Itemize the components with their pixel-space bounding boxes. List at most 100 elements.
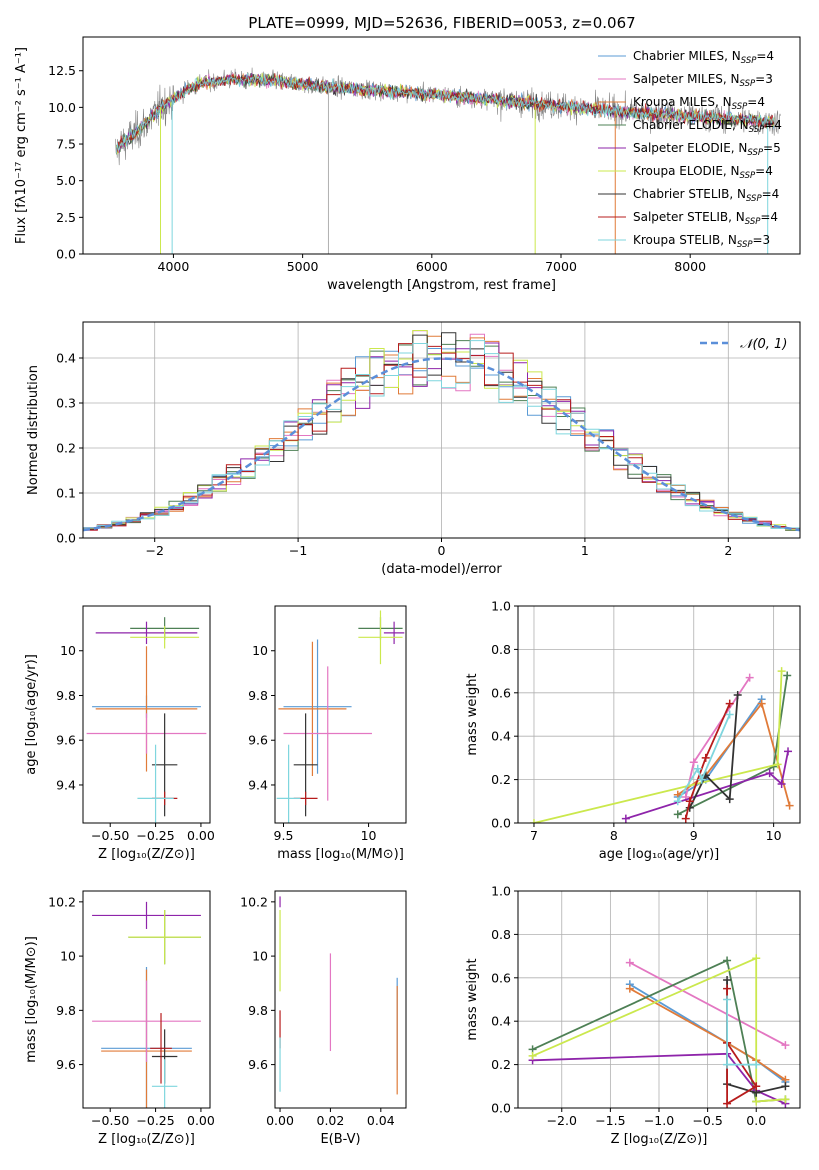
- x-tick-label: 7000: [545, 259, 577, 274]
- x-tick-label: −0.5: [692, 1113, 722, 1128]
- weight-marker: [625, 958, 634, 967]
- weight-series: [528, 954, 790, 1108]
- errorbar-set: [92, 901, 201, 1108]
- weight-marker: [781, 1041, 790, 1050]
- legend-count: =4: [756, 49, 774, 63]
- weight-marker: [777, 667, 786, 676]
- x-tick-label: 7: [530, 828, 538, 843]
- weight-line: [625, 751, 789, 820]
- legend-text: Kroupa ELODIE, N: [633, 164, 740, 178]
- y-tick-label: 0.2: [491, 772, 511, 787]
- axes-mass-vs-EBV: 0.00 0.02 0.04 9.6 9.8 10 10.2 E(B-V): [240, 894, 395, 1147]
- y-tick-label: 0.6: [491, 970, 511, 985]
- weight-marker: [673, 797, 682, 806]
- errorbar-set: [279, 896, 398, 1095]
- gaussian-legend-label: 𝒩(0, 1): [740, 337, 787, 352]
- y-tick-label: 10: [60, 643, 76, 658]
- weight-marker: [528, 1051, 537, 1060]
- legend-subscript: SSP: [746, 194, 762, 204]
- weight-marker: [673, 810, 682, 819]
- y-tick-label: 0.8: [491, 927, 511, 942]
- weight-marker: [757, 699, 766, 708]
- weight-marker: [752, 1097, 761, 1106]
- legend-count: =3: [753, 233, 771, 247]
- x-tick-label: −1.0: [644, 1113, 674, 1128]
- gaussian-curve: [83, 357, 800, 532]
- y-tick-label: 0.2: [491, 1057, 511, 1072]
- y-tick-label: 7.5: [56, 137, 76, 152]
- legend-count: =4: [764, 118, 782, 132]
- axes-frame: [82, 890, 211, 1109]
- x-tick-label: −0.50: [91, 1113, 129, 1128]
- y-tick-label: 9.4: [248, 777, 268, 792]
- legend-subscript: SSP: [749, 125, 765, 135]
- y-tick-label: 12.5: [48, 63, 76, 78]
- weight-marker: [733, 690, 742, 699]
- axes-mass-vs-Z: −0.50 −0.25 0.00 9.6 9.8 10 10.2 Z [log₁₀(Z/Z⊙)…: [24, 894, 215, 1147]
- x-tick-label: 9: [690, 828, 698, 843]
- y-tick-label: 10.2: [48, 894, 76, 909]
- weight-series: [529, 667, 794, 823]
- axes-frame: [517, 890, 801, 1109]
- weight-marker: [693, 764, 702, 773]
- x-tick-label: 8: [610, 828, 618, 843]
- x-axis-label: Z [log₁₀(Z/Z⊙)]: [98, 847, 195, 862]
- weight-marker: [685, 797, 694, 806]
- weight-marker: [689, 758, 698, 767]
- y-tick-label: 9.6: [248, 733, 268, 748]
- weight-marker: [752, 1082, 761, 1091]
- axes-mass-weight-vs-Z: −2.0 −1.5 −1.0 −0.5 0.0 0.0 0.2 0.4 0.6 0.8 1.0 Z […: [465, 884, 800, 1147]
- weight-line: [629, 987, 786, 1081]
- legend-subscript: SSP: [740, 79, 756, 89]
- legend-entry: Salpeter STELIB, NSSP=4: [633, 210, 778, 227]
- weight-marker: [723, 1099, 732, 1108]
- x-tick-label: 4000: [158, 259, 190, 274]
- y-tick-label: 0.4: [491, 1014, 511, 1029]
- legend-text: Salpeter MILES, N: [633, 72, 740, 86]
- weight-marker: [784, 747, 793, 756]
- x-tick-label: 9.5: [274, 828, 294, 843]
- weight-line: [677, 714, 731, 802]
- legend-subscript: SSP: [737, 240, 753, 250]
- legend-entry: Chabrier ELODIE, NSSP=4: [633, 118, 782, 135]
- x-tick-label: −1.5: [595, 1113, 625, 1128]
- y-tick-label: 0.2: [56, 441, 76, 456]
- axes-frame: [82, 321, 801, 539]
- y-tick-label: 10.2: [240, 894, 268, 909]
- x-tick-label: 10: [766, 828, 782, 843]
- axes-frame: [82, 605, 211, 824]
- axes-frame: [274, 890, 407, 1109]
- legend-entry: Salpeter ELODIE, NSSP=5: [633, 141, 781, 158]
- x-tick-label: 6000: [416, 259, 448, 274]
- axes-mass-weight-vs-age: 7 8 9 10 0.0 0.2 0.4 0.6 0.8 1.0 age [log₁₀(age/yr…: [465, 599, 800, 862]
- y-tick-label: 9.6: [56, 733, 76, 748]
- x-axis-label: Z [log₁₀(Z/Z⊙)]: [611, 1132, 708, 1147]
- legend-subscript: SSP: [740, 171, 756, 181]
- axes-spectrum: 4000 5000 6000 7000 8000 0.0 2.5 5.0 7.5 10.0 12.5…: [14, 47, 706, 293]
- axes-frame: [82, 36, 801, 255]
- y-tick-label: 0.0: [491, 1101, 511, 1116]
- errorbar-set: [276, 610, 405, 823]
- x-tick-label: −0.50: [91, 828, 129, 843]
- y-tick-label: 9.8: [56, 688, 76, 703]
- y-tick-label: 1.0: [491, 884, 511, 899]
- y-tick-label: 10.0: [48, 100, 76, 115]
- model-spectrum: [116, 72, 775, 153]
- axes-frame: [517, 605, 801, 824]
- y-tick-label: 0.1: [56, 486, 76, 501]
- x-tick-label: 0.0: [746, 1113, 766, 1128]
- weight-marker: [723, 956, 732, 965]
- x-tick-label: 5000: [287, 259, 319, 274]
- histogram-traces: [83, 330, 800, 533]
- legend-subscript: SSP: [747, 148, 763, 158]
- weight-marker: [701, 753, 710, 762]
- legend-count: =4: [747, 95, 765, 109]
- legend-subscript: SSP: [745, 217, 761, 227]
- axes-age-vs-mass: 9.5 10 9.4 9.6 9.8 10 mass [log₁₀(M/M⊙)]: [248, 643, 404, 862]
- weight-marker: [725, 710, 734, 719]
- spectrum-traces: [115, 67, 781, 254]
- legend-count: =3: [755, 72, 773, 86]
- y-axis-label: mass weight: [465, 958, 480, 1040]
- legend-entry: Salpeter MILES, NSSP=3: [633, 72, 773, 89]
- x-tick-label: 0.00: [187, 1113, 215, 1128]
